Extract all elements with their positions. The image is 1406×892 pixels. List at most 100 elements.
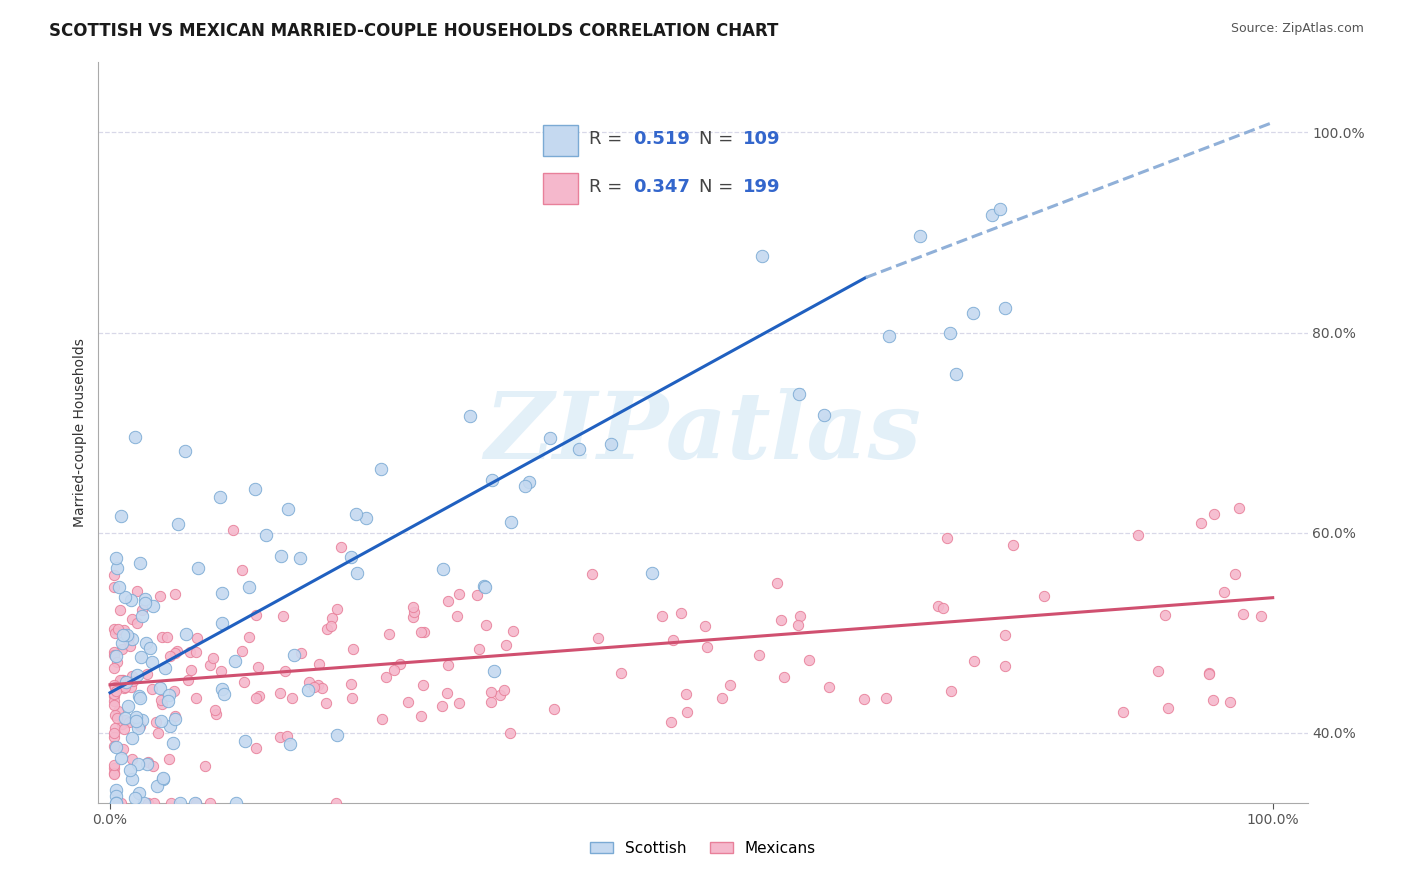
Text: 0.347: 0.347 — [633, 178, 690, 196]
Point — [128, 786, 150, 800]
Point — [103, 580, 125, 594]
Point — [659, 715, 682, 730]
Point — [149, 589, 172, 603]
Point — [274, 665, 297, 679]
Point — [1147, 665, 1170, 679]
Point — [326, 601, 349, 615]
Point — [718, 678, 741, 692]
Point — [772, 670, 794, 684]
Point — [436, 686, 458, 700]
Point — [136, 756, 159, 770]
Point — [852, 692, 875, 706]
Point — [103, 730, 125, 744]
Point — [1219, 695, 1241, 709]
Point — [945, 368, 967, 382]
Point — [994, 301, 1017, 316]
Point — [112, 681, 135, 696]
Point — [412, 678, 434, 692]
Point — [675, 687, 697, 701]
Point — [200, 657, 222, 672]
Point — [105, 655, 128, 669]
Point — [247, 689, 270, 703]
Point — [375, 670, 398, 684]
Point — [1213, 584, 1236, 599]
Point — [134, 796, 156, 810]
Point — [981, 208, 1004, 222]
Point — [325, 796, 347, 810]
Point — [432, 698, 454, 713]
Point — [927, 599, 949, 614]
Point — [134, 592, 156, 607]
Point — [104, 550, 127, 565]
Point — [474, 580, 496, 594]
Point — [121, 612, 143, 626]
Point — [276, 502, 298, 516]
Point — [641, 566, 664, 580]
Point — [129, 691, 152, 706]
Point — [748, 648, 770, 662]
Point — [198, 796, 221, 810]
Point — [174, 627, 197, 641]
Point — [115, 675, 138, 690]
Point — [447, 696, 470, 710]
Point — [789, 609, 811, 624]
Point — [302, 680, 325, 694]
Point — [142, 758, 165, 772]
Point — [134, 596, 156, 610]
Point — [124, 710, 146, 724]
Point — [479, 695, 502, 709]
Point — [1202, 507, 1225, 521]
Point — [186, 632, 208, 646]
Point — [127, 757, 149, 772]
Point — [1198, 666, 1220, 681]
Point — [110, 751, 132, 765]
Point — [165, 586, 187, 600]
Text: ZIPatlas: ZIPatlas — [485, 388, 921, 477]
Point — [311, 681, 333, 695]
Point — [482, 664, 505, 678]
Point — [184, 691, 207, 706]
Point — [1128, 528, 1150, 542]
Point — [280, 737, 302, 751]
Point — [354, 510, 377, 524]
Point — [118, 630, 141, 644]
Point — [103, 689, 125, 703]
Point — [121, 772, 143, 786]
Point — [1202, 693, 1225, 707]
Point — [669, 606, 692, 620]
Point — [103, 678, 125, 692]
Point — [412, 625, 434, 640]
Point — [246, 660, 269, 674]
Point — [298, 675, 321, 690]
Point — [103, 661, 125, 675]
Point — [751, 249, 773, 263]
Point — [382, 663, 405, 677]
Point — [163, 712, 186, 726]
Point — [150, 631, 173, 645]
Point — [127, 616, 149, 631]
Point — [121, 632, 143, 647]
Point — [107, 623, 129, 637]
Point — [146, 779, 169, 793]
Point — [138, 641, 160, 656]
Point — [121, 752, 143, 766]
Point — [104, 789, 127, 804]
Point — [145, 714, 167, 729]
Point — [233, 734, 256, 748]
Point — [468, 641, 491, 656]
Point — [105, 684, 128, 698]
Point — [146, 726, 169, 740]
Point — [159, 649, 181, 664]
Point — [104, 708, 127, 723]
Point — [212, 688, 235, 702]
Point — [340, 677, 363, 691]
Point — [150, 693, 173, 707]
Point — [150, 714, 173, 728]
Point — [1112, 705, 1135, 719]
Point — [110, 603, 132, 617]
Point — [108, 580, 131, 594]
Point — [290, 646, 312, 660]
Point — [225, 796, 247, 810]
Point — [155, 660, 177, 674]
Point — [117, 698, 139, 713]
